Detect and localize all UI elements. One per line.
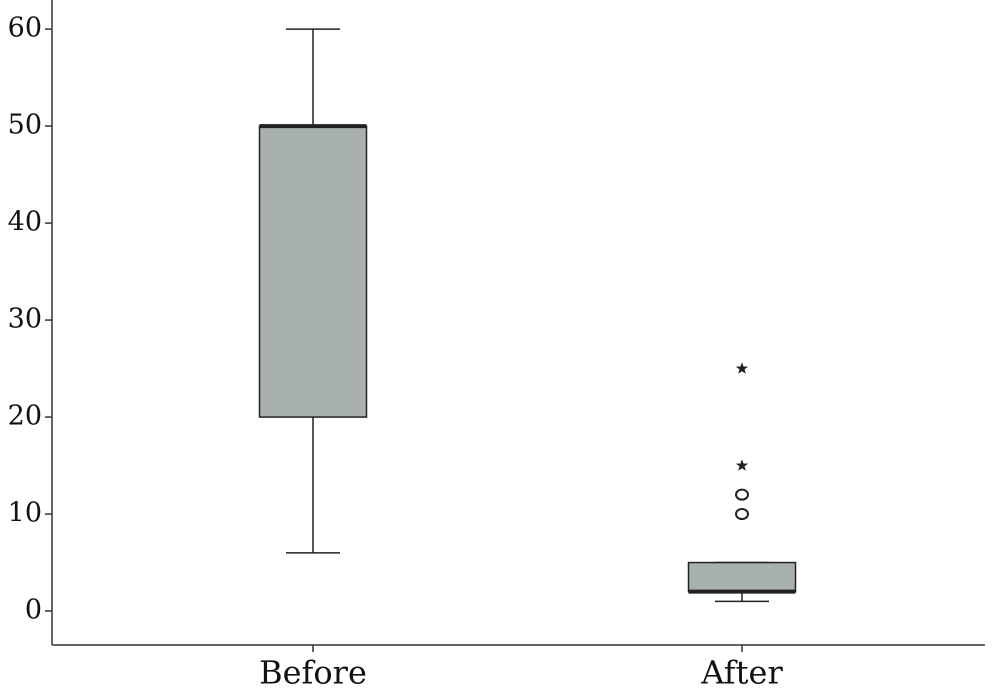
y-tick-label: 60: [8, 13, 42, 44]
y-tick-label: 40: [8, 207, 42, 238]
x-tick-label: After: [700, 654, 783, 692]
box: [687, 561, 797, 593]
y-tick-label: 0: [25, 595, 42, 626]
y-tick-label: 50: [8, 110, 42, 141]
y-tick-label: 30: [8, 304, 42, 335]
y-tick-label: 10: [8, 498, 42, 529]
box: [258, 125, 368, 418]
y-tick-label: 20: [8, 401, 42, 432]
extreme: [735, 362, 749, 374]
extreme: [735, 459, 749, 471]
outlier: [735, 488, 749, 501]
outlier: [735, 508, 749, 521]
x-tick-label: Before: [259, 654, 367, 692]
